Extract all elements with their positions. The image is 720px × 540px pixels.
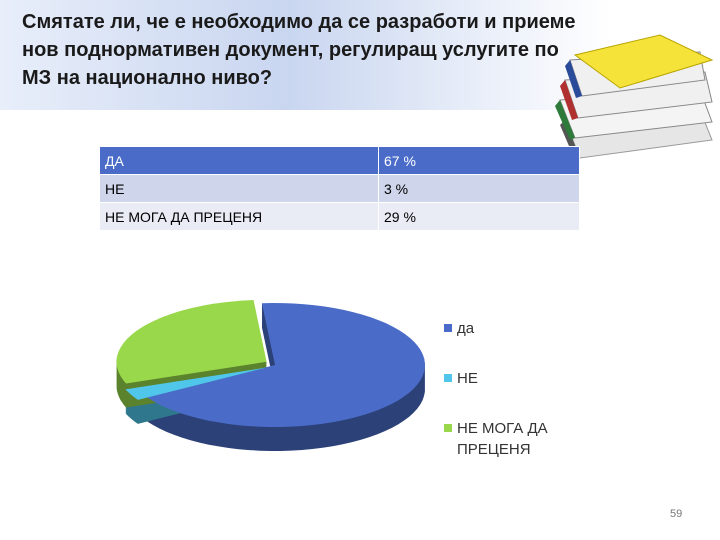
pie-slice [116, 300, 267, 384]
pie-slice [125, 367, 267, 400]
legend-entry: да [444, 318, 587, 339]
table-row: ДА 67 % [99, 146, 580, 175]
slide-title: Смятате ли, че е необходимо да се разраб… [22, 11, 576, 89]
page-number: 59 [670, 508, 683, 520]
table-cell: ДА [99, 146, 379, 175]
table-cell: НЕ МОГА ДА ПРЕЦЕНЯ [99, 202, 379, 231]
table-cell: 67 % [378, 146, 580, 175]
table-row: НЕ МОГА ДА ПРЕЦЕНЯ 29 % [99, 202, 580, 231]
results-table: ДА 67 % НЕ 3 % НЕ МОГА ДА ПРЕЦЕНЯ 29 % [99, 146, 580, 231]
legend-label: НЕ МОГА ДА ПРЕЦЕНЯ [457, 420, 548, 458]
legend-entry: НЕ МОГА ДА ПРЕЦЕНЯ [444, 418, 587, 460]
legend-label: да [457, 320, 475, 337]
pie-slice [146, 303, 425, 427]
table-cell: НЕ [99, 174, 379, 203]
legend-swatch [444, 324, 452, 332]
books-illustration [555, 34, 714, 160]
legend-swatch [444, 374, 452, 382]
legend-swatch [444, 424, 452, 432]
legend-entry: НЕ [444, 368, 587, 389]
table-cell: 3 % [378, 174, 580, 203]
legend-label: НЕ [457, 370, 478, 387]
table-row: НЕ 3 % [99, 174, 580, 203]
table-cell: 29 % [378, 202, 580, 231]
